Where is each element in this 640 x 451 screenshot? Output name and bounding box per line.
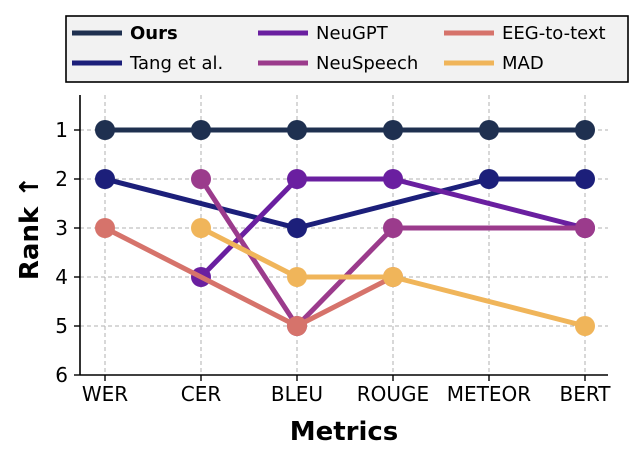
x-tick-label: BERT [559, 382, 611, 406]
data-point-ours [287, 120, 307, 140]
data-point-mad [287, 267, 307, 287]
series-group [95, 120, 595, 336]
data-point-neugpt [383, 169, 403, 189]
legend-label-neuspeech: NeuSpeech [316, 53, 418, 74]
series-line-neugpt [198, 176, 588, 280]
data-point-mad [575, 316, 595, 336]
y-axis-title: Rank ↑ [15, 176, 45, 280]
legend-label-eeg-to-text: EEG-to-text [502, 23, 606, 44]
legend-label-tang-et-al: Tang et al. [129, 53, 223, 74]
legend-label-neugpt: NeuGPT [316, 23, 389, 44]
data-point-ours [95, 120, 115, 140]
grid [80, 95, 608, 376]
y-tick-label: 2 [55, 167, 68, 191]
data-point-ours [479, 120, 499, 140]
x-tick-label: ROUGE [357, 382, 429, 406]
data-point-ours [191, 120, 211, 140]
x-axis-title: Metrics [290, 417, 399, 447]
data-point-tang-et-al [575, 169, 595, 189]
legend-label-ours: Ours [130, 23, 178, 44]
legend: Ours Tang et al. NeuGPT NeuSpeech EEG-to-tex… [65, 15, 629, 83]
y-tick-label: 3 [55, 216, 68, 240]
data-point-tang-et-al [95, 169, 115, 189]
x-tick-label: CER [181, 382, 222, 406]
x-tick-label: METEOR [447, 382, 531, 406]
data-point-neuspeech [575, 218, 595, 238]
data-point-neuspeech [191, 169, 211, 189]
axes [74, 95, 608, 381]
legend-box [65, 15, 629, 83]
data-point-tang-et-al [287, 218, 307, 238]
data-point-mad [191, 218, 211, 238]
data-point-tang-et-al [479, 169, 499, 189]
series-line-tang-et-al [102, 176, 588, 231]
data-point-ours [383, 120, 403, 140]
x-tick-label: BLEU [271, 382, 323, 406]
y-tick-label: 5 [55, 314, 68, 338]
legend-label-mad: MAD [502, 53, 544, 74]
series-line-mad [198, 225, 588, 329]
data-point-eeg-to-text [287, 316, 307, 336]
data-point-eeg-to-text [95, 218, 115, 238]
y-tick-label: 1 [55, 118, 68, 142]
tick-labels: WER CER BLEU ROUGE METEOR BERT 1 2 3 4 5 6 [55, 118, 611, 406]
x-tick-label: WER [82, 382, 128, 406]
data-point-neugpt [287, 169, 307, 189]
y-tick-label: 6 [55, 363, 68, 387]
data-point-mad [383, 267, 403, 287]
data-point-neuspeech [383, 218, 403, 238]
data-point-ours [575, 120, 595, 140]
y-tick-label: 4 [55, 265, 68, 289]
